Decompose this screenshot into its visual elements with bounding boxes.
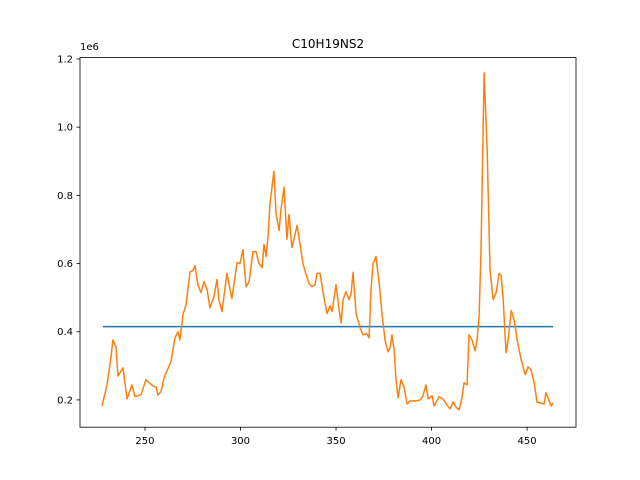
plot-frame (79, 57, 577, 428)
x-tick-label: 350 (326, 436, 345, 447)
x-tick-label: 300 (231, 436, 250, 447)
data-line (101, 72, 554, 411)
y-tick-label: 0.6 (57, 259, 73, 270)
y-tick-label: 0.4 (57, 327, 73, 338)
y-tick-label: 0.2 (57, 395, 73, 406)
x-tick-label: 400 (422, 436, 441, 447)
y-tick-label: 0.8 (57, 191, 73, 202)
y-tick-label: 1.2 (57, 54, 73, 65)
y-tick-label: 1.0 (57, 123, 73, 134)
x-tick-label: 250 (135, 436, 154, 447)
chart-title: C10H19NS2 (292, 37, 364, 51)
offset-label: 1e6 (80, 42, 99, 53)
x-tick-label: 450 (518, 436, 537, 447)
